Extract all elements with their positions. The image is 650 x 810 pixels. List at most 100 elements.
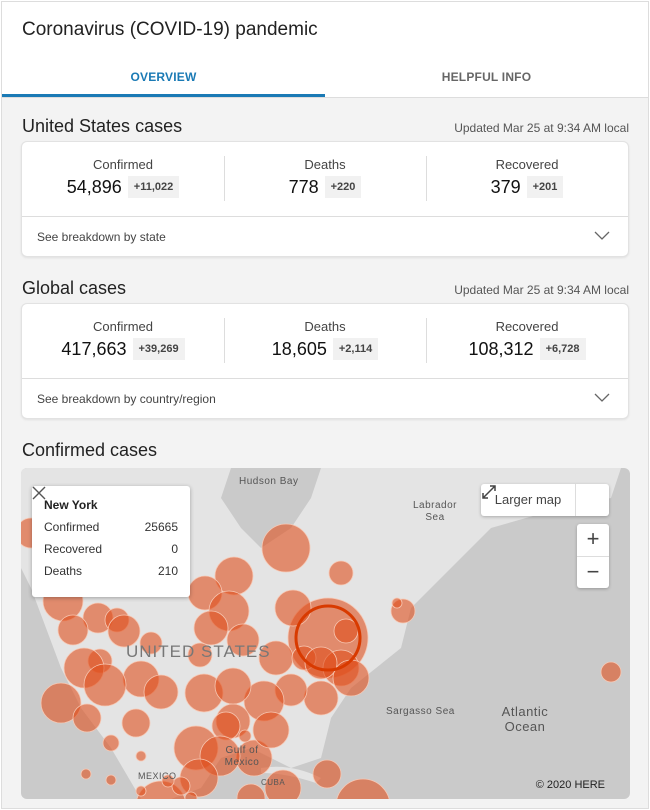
updated-timestamp: Updated Mar 25 at 9:34 AM local (454, 121, 629, 135)
global-cases-card: Confirmed 417,663 +39,269 Deaths 18,605 +2,1… (21, 303, 629, 419)
header: Coronavirus (COVID-19) pandemic OVERVIEW… (2, 2, 648, 98)
case-bubble[interactable] (236, 783, 266, 799)
close-icon[interactable] (32, 486, 46, 500)
active-tab-indicator (2, 94, 325, 97)
case-bubble[interactable] (121, 708, 151, 738)
case-bubble[interactable] (187, 642, 213, 668)
label-sargasso-sea: Sargasso Sea (386, 706, 455, 717)
case-bubble[interactable] (135, 750, 147, 762)
case-bubble[interactable] (391, 597, 403, 609)
stat-label: Recovered (495, 319, 559, 334)
popup-row-deaths: Deaths 210 (44, 564, 178, 578)
stat-label: Confirmed (93, 157, 153, 172)
expand-icon (482, 485, 496, 499)
case-bubble[interactable] (211, 711, 241, 741)
label-mexico: MEXICO (138, 771, 177, 781)
case-bubble[interactable] (332, 659, 370, 697)
case-bubble[interactable] (139, 631, 163, 655)
row-label: Confirmed (44, 520, 100, 534)
breakdown-by-state-toggle[interactable]: See breakdown by state (22, 217, 628, 257)
case-bubble[interactable] (303, 680, 339, 716)
row-label: Recovered (44, 542, 103, 556)
larger-map-button[interactable]: Larger map (481, 484, 609, 516)
case-bubble[interactable] (252, 711, 290, 749)
stat-value: 778 (288, 176, 319, 197)
breakdown-label: See breakdown by country/region (37, 392, 216, 406)
section-title: Confirmed cases (22, 440, 158, 460)
us-cases-card: Confirmed 54,896 +11,022 Deaths 778 +220 Rec… (21, 141, 629, 257)
case-bubble[interactable] (107, 614, 141, 648)
case-bubble[interactable] (171, 776, 191, 796)
case-bubble[interactable] (264, 769, 302, 799)
stat-deaths: Deaths 18,605 +2,114 (224, 304, 426, 378)
stat-confirmed: Confirmed 417,663 +39,269 (22, 304, 224, 378)
popup-title: New York (44, 498, 98, 512)
case-bubble[interactable] (328, 560, 354, 586)
case-bubble[interactable] (193, 610, 229, 646)
stat-label: Confirmed (93, 319, 153, 334)
case-bubble[interactable] (214, 667, 252, 705)
section-title: United States cases (22, 116, 183, 136)
case-bubble[interactable] (312, 759, 342, 789)
case-bubble[interactable] (40, 682, 82, 724)
chevron-down-icon (594, 231, 610, 240)
label-united-states: UNITED STATES (126, 642, 271, 661)
stat-value: 18,605 (271, 338, 327, 359)
case-bubble[interactable] (226, 623, 260, 657)
case-bubble[interactable] (261, 523, 311, 573)
tab-helpful-info[interactable]: HELPFUL INFO (441, 70, 532, 84)
row-value: 25665 (144, 520, 178, 534)
breakdown-label: See breakdown by state (37, 230, 166, 244)
case-bubble[interactable] (102, 734, 120, 752)
popup-row-confirmed: Confirmed 25665 (44, 520, 178, 534)
stat-label: Deaths (304, 319, 346, 334)
row-label: Deaths (44, 564, 83, 578)
case-bubble[interactable] (336, 778, 390, 799)
case-bubble[interactable] (57, 614, 89, 646)
case-bubble[interactable] (238, 729, 252, 743)
case-bubble[interactable] (600, 661, 622, 683)
case-bubble[interactable] (105, 774, 117, 786)
land-hudson-bay (221, 468, 321, 548)
label-atlantic-ocean: Atlantic Ocean (501, 704, 549, 734)
zoom-in-button[interactable]: + (586, 526, 600, 551)
page-title: Coronavirus (COVID-19) pandemic (22, 19, 318, 40)
larger-map-label: Larger map (481, 484, 576, 516)
breakdown-by-country-toggle[interactable]: See breakdown by country/region (22, 379, 628, 419)
stat-confirmed: Confirmed 54,896 +11,022 (22, 142, 224, 216)
stat-value: 417,663 (61, 338, 127, 359)
label-labrador-sea: Labrador Sea (412, 500, 458, 523)
location-popup: New York Confirmed 25665 Recovered 0 Death… (32, 486, 190, 597)
case-bubble[interactable] (72, 703, 102, 733)
stat-delta: +2,114 (332, 338, 379, 360)
stat-delta: +6,728 (539, 338, 586, 360)
case-bubble[interactable] (184, 791, 198, 799)
case-bubble[interactable] (80, 768, 92, 780)
label-cuba: CUBA (261, 778, 286, 787)
stat-delta: +39,269 (132, 338, 185, 360)
case-bubble[interactable] (161, 774, 175, 788)
stat-label: Deaths (304, 157, 346, 172)
zoom-out-button[interactable]: − (577, 556, 609, 588)
stat-delta: +220 (324, 176, 362, 198)
tab-overview[interactable]: OVERVIEW (130, 70, 197, 84)
section-title: Global cases (22, 278, 127, 298)
row-value: 210 (157, 564, 178, 578)
label-gulf-of-mexico: Gulf of Mexico (224, 745, 260, 768)
row-value: 0 (171, 542, 178, 556)
stat-recovered: Recovered 379 +201 (426, 142, 628, 216)
case-bubble[interactable] (143, 674, 179, 710)
label-hudson-bay: Hudson Bay (239, 476, 299, 487)
stat-value: 54,896 (66, 176, 122, 197)
stat-deaths: Deaths 778 +220 (224, 142, 426, 216)
stat-label: Recovered (495, 157, 559, 172)
case-bubble[interactable] (135, 785, 147, 797)
zoom-controls: + − (577, 524, 609, 588)
stat-recovered: Recovered 108,312 +6,728 (426, 304, 628, 378)
case-bubble[interactable] (274, 589, 312, 627)
selected-bubble-new-york[interactable] (294, 604, 362, 672)
popup-row-recovered: Recovered 0 (44, 542, 178, 556)
cases-map[interactable]: Hudson Bay Labrador Sea DA UNITED STATES… (21, 468, 630, 799)
stat-value: 379 (490, 176, 521, 197)
case-bubble[interactable] (83, 663, 127, 707)
